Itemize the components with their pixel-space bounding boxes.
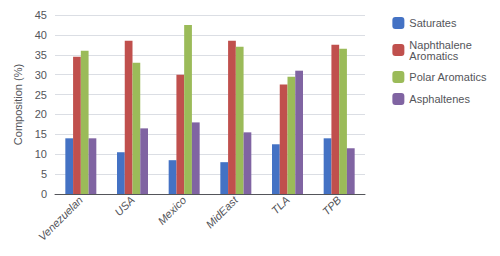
svg-text:15: 15 — [35, 128, 47, 140]
svg-text:5: 5 — [41, 168, 47, 180]
svg-text:Mexico: Mexico — [155, 194, 188, 227]
svg-text:35: 35 — [35, 49, 47, 61]
svg-text:TLA: TLA — [269, 194, 292, 217]
svg-text:Composition (%): Composition (%) — [12, 64, 24, 145]
svg-text:45: 45 — [35, 9, 47, 21]
svg-text:0: 0 — [41, 188, 47, 200]
svg-text:Aromatics: Aromatics — [409, 50, 458, 62]
svg-text:TPB: TPB — [320, 194, 344, 218]
svg-text:10: 10 — [35, 148, 47, 160]
svg-text:Saturates: Saturates — [409, 17, 457, 29]
svg-text:Polar Aromatics: Polar Aromatics — [409, 71, 487, 83]
svg-text:USA: USA — [112, 194, 136, 218]
svg-text:MidEast: MidEast — [204, 193, 241, 230]
svg-text:40: 40 — [35, 29, 47, 41]
svg-text:30: 30 — [35, 69, 47, 81]
svg-text:Venezuelan: Venezuelan — [36, 194, 85, 243]
svg-text:20: 20 — [35, 108, 47, 120]
svg-text:Naphthalene: Naphthalene — [409, 38, 472, 51]
svg-text:25: 25 — [35, 89, 47, 101]
svg-text:Asphaltenes: Asphaltenes — [409, 93, 470, 105]
